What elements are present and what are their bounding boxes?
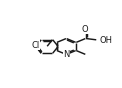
- Text: Cl: Cl: [32, 41, 40, 50]
- Text: N: N: [63, 50, 70, 59]
- Text: OH: OH: [100, 36, 113, 45]
- Text: O: O: [82, 25, 88, 34]
